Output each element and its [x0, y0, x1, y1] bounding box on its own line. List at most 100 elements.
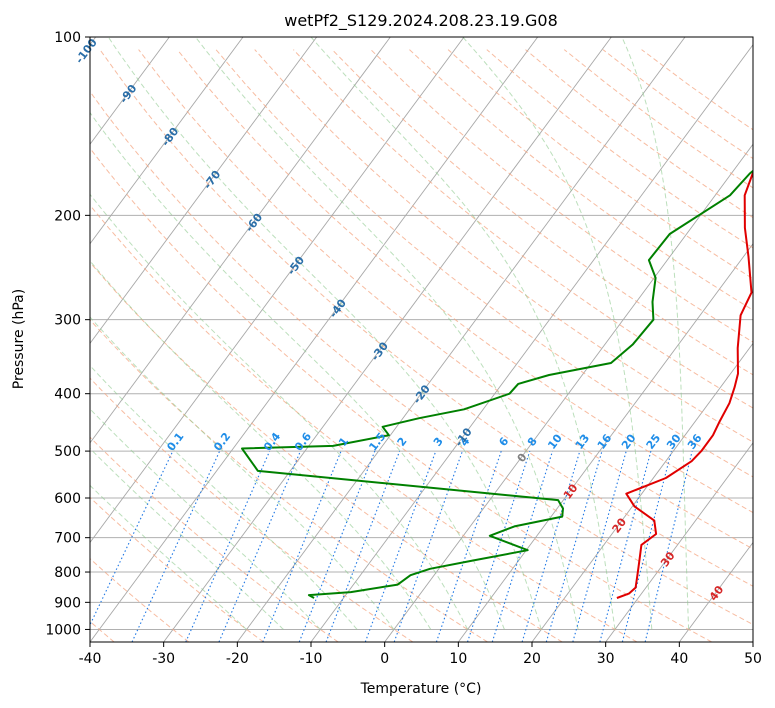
moist-adiabat	[195, 37, 579, 630]
background-lines	[90, 37, 753, 642]
moist-adiabat	[90, 111, 505, 630]
plot-frame	[89, 36, 754, 643]
y-tick-label: 500	[54, 444, 81, 460]
dry-adiabat	[331, 49, 753, 376]
dry-adiabat	[90, 319, 488, 642]
isotherm-line	[678, 541, 753, 642]
dry-adiabat	[90, 436, 339, 642]
moist-adiabat	[462, 37, 653, 630]
moist-adiabat	[107, 37, 542, 630]
dry-adiabat	[90, 204, 638, 642]
dry-adiabat	[176, 49, 753, 514]
y-tick-label: 400	[54, 387, 81, 403]
y-axis-label: Pressure (hPa)	[11, 289, 27, 389]
mixing-ratio-line	[466, 450, 531, 642]
mixing-ratio-line	[90, 450, 174, 627]
mixing-ratio-line	[218, 450, 301, 642]
mixing-ratio-line	[491, 450, 554, 642]
y-tick-label: 200	[54, 208, 81, 224]
x-tick-label: -30	[152, 651, 175, 667]
moist-adiabat	[90, 260, 432, 630]
mixing-ratio-label: 6	[496, 435, 511, 449]
mixing-ratio-line	[298, 450, 376, 642]
moist-adiabat	[90, 408, 321, 630]
mixing-ratio-label: 2	[395, 435, 410, 449]
dry-adiabat	[90, 147, 712, 642]
isotherm-line	[90, 37, 244, 245]
mixing-ratio-label: 30	[664, 432, 684, 452]
isotherm-line	[457, 243, 753, 642]
x-tick-label: -10	[300, 651, 323, 667]
y-tick-label: 600	[54, 491, 81, 507]
mixing-ratio-line	[435, 450, 502, 642]
moist-adiabat	[621, 37, 690, 630]
sounding-curves	[241, 169, 753, 599]
moist-adiabat	[310, 37, 616, 630]
moist-adiabat	[90, 447, 284, 630]
y-axis-ticks: 100 200 300 400 500 600 700 800 900 1000	[45, 30, 90, 638]
mixing-ratio-line	[325, 450, 401, 642]
isotherm-line	[384, 143, 753, 642]
chart-title: wetPf2_S129.2024.208.23.19.G08	[284, 11, 558, 31]
y-tick-label: 100	[54, 30, 81, 46]
y-tick-label: 900	[54, 595, 81, 611]
mixing-ratio-line	[262, 450, 342, 642]
isotherm-line	[90, 37, 170, 146]
moist-adiabat	[90, 364, 358, 630]
isotherm-line	[531, 342, 753, 642]
mixing-ratio-line	[621, 450, 672, 642]
y-tick-label: 300	[54, 313, 81, 329]
mixing-ratio-line	[545, 450, 603, 642]
x-axis-label: Temperature (°C)	[360, 681, 482, 697]
mixing-ratio-line	[521, 450, 581, 642]
dry-adiabat	[602, 49, 753, 160]
dry-adiabat	[90, 496, 264, 642]
mixing-ratio-line	[364, 450, 437, 642]
x-tick-label: -20	[226, 651, 249, 667]
x-tick-label: 0	[380, 651, 389, 667]
dry-adiabat	[409, 49, 753, 311]
dry-adiabat	[447, 49, 753, 280]
mixing-ratio-line	[572, 450, 627, 642]
dry-adiabat	[641, 49, 753, 131]
mixing-ratio-line	[599, 450, 652, 642]
x-tick-label: -40	[79, 651, 102, 667]
mixing-ratio-label: 1.5	[366, 430, 388, 453]
y-tick-label: 700	[54, 531, 81, 547]
mixing-ratio-line	[131, 450, 221, 642]
dry-adiabat	[90, 261, 563, 642]
mixing-ratio-label: 0.6	[292, 430, 314, 454]
mixing-ratio-label: 1	[336, 435, 351, 449]
mixing-ratio-label: 8	[525, 435, 540, 449]
isotherm-line	[236, 37, 686, 642]
dry-adiabat	[99, 49, 753, 587]
mixing-ratio-label: 25	[644, 432, 664, 452]
x-axis-ticks: -40 -30 -20 -10 0 10 20 30 40 50	[79, 642, 762, 667]
isotherm-line	[90, 37, 318, 345]
mixing-ratio-line	[185, 450, 271, 642]
isotherm-line	[605, 442, 753, 642]
y-tick-label: 800	[54, 565, 81, 581]
isotherm-label: -10	[452, 425, 475, 449]
mixing-ratio-label: 13	[573, 432, 593, 452]
mixing-ratio-line	[644, 450, 693, 642]
moist-adiabat	[90, 316, 395, 630]
mixing-ratio-label: 0.1	[164, 430, 186, 453]
x-tick-label: 40	[670, 651, 688, 667]
mixing-ratio-label: 3	[431, 435, 446, 449]
x-tick-label: 50	[744, 651, 762, 667]
x-tick-label: 20	[523, 651, 541, 667]
sounding-line	[616, 169, 753, 599]
sounding-line	[241, 169, 753, 599]
moist-adiabat	[90, 193, 469, 630]
isotherm-line	[90, 37, 465, 544]
dry-adiabat	[293, 49, 753, 409]
mixing-ratio-line	[393, 450, 463, 642]
x-tick-label: 30	[597, 651, 615, 667]
isotherm-line	[90, 37, 391, 444]
dry-adiabat	[90, 90, 753, 626]
isotherm-label: -80	[159, 125, 182, 149]
isotherm-line	[163, 37, 612, 642]
isotherm-line	[310, 43, 753, 642]
